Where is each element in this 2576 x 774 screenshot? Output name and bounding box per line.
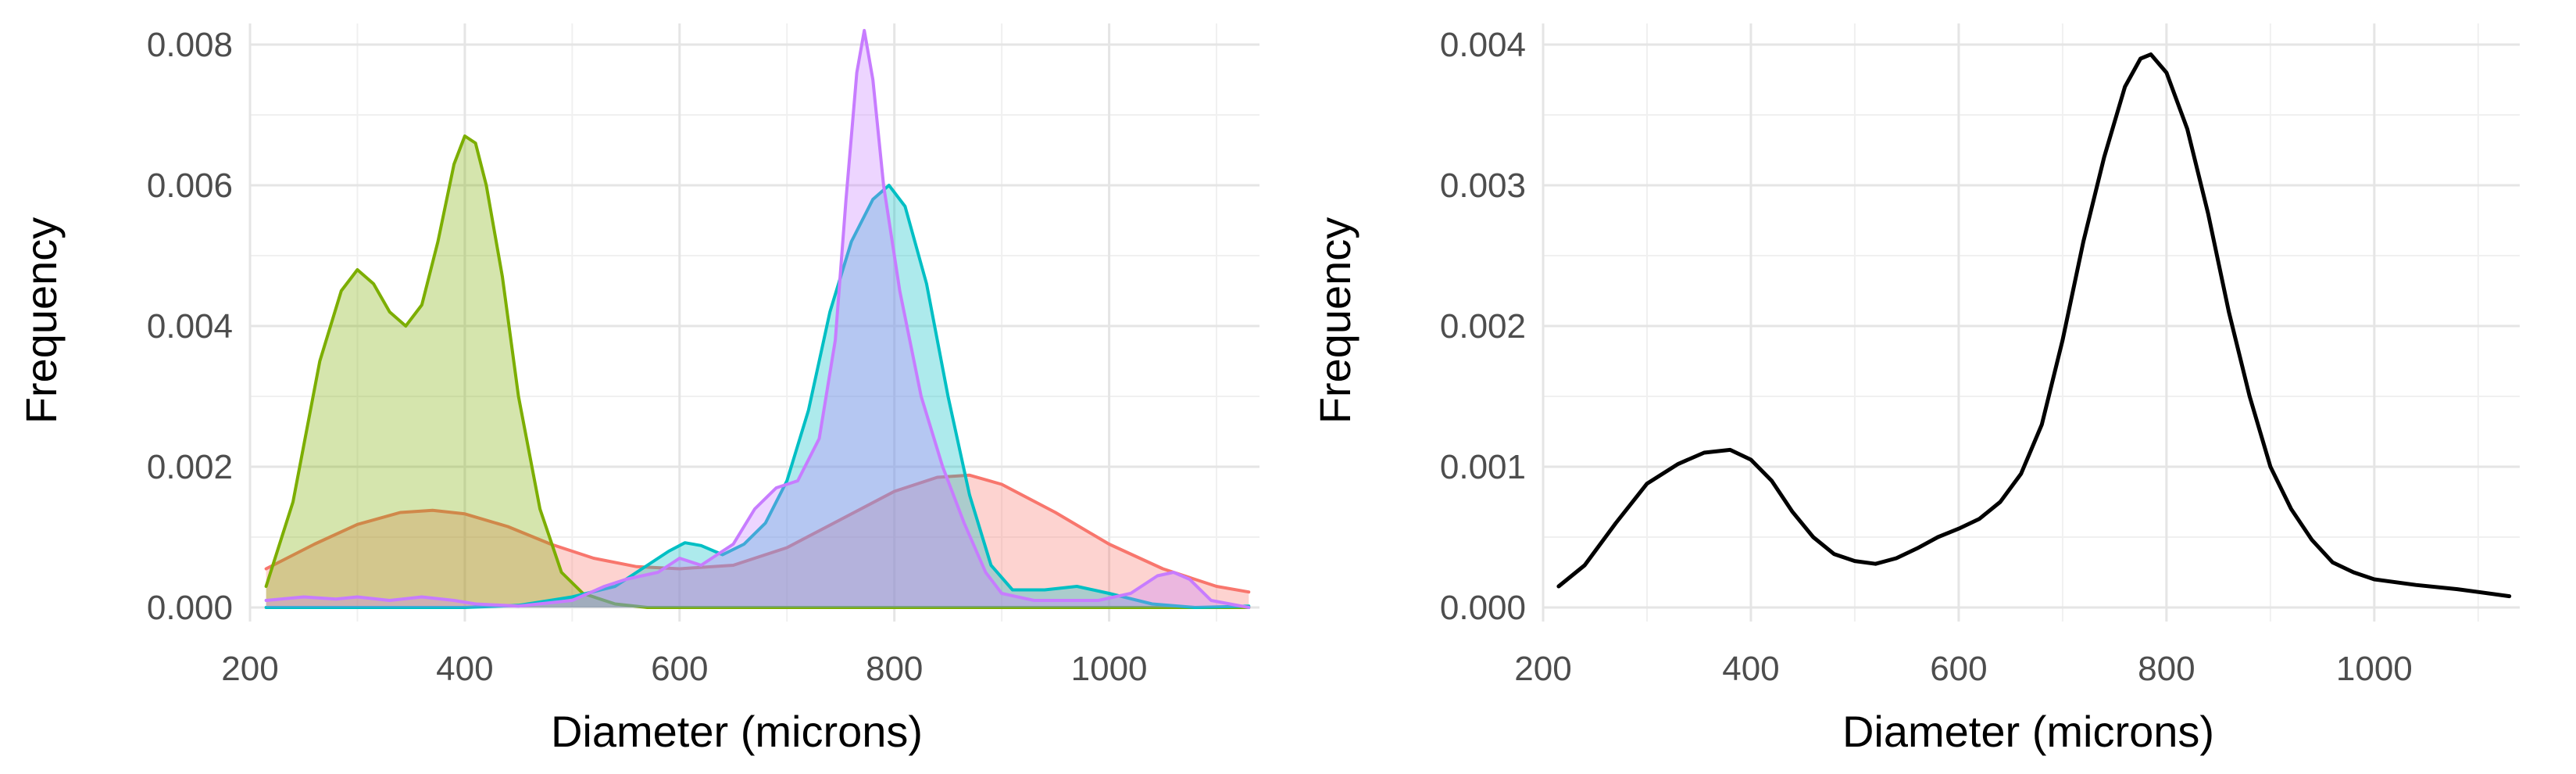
right-x-tick-label: 400	[1722, 650, 1779, 688]
left-y-tick-label: 0.000	[147, 589, 233, 627]
right-x-tick-label: 1000	[2336, 650, 2413, 688]
left-y-tick-label: 0.006	[147, 167, 233, 205]
left-y-tick-labels: 0.000 0.002 0.004 0.006 0.008	[147, 26, 233, 627]
left-gridlines	[248, 23, 1259, 622]
left-y-tick-label: 0.008	[147, 26, 233, 64]
right-y-tick-label: 0.001	[1440, 448, 1526, 486]
right-series-line-1	[1556, 52, 2512, 599]
left-series-layer	[264, 29, 1251, 609]
left-x-tick-label: 1000	[1071, 650, 1148, 688]
right-y-tick-label: 0.003	[1440, 167, 1526, 205]
right-series-layer	[1556, 52, 2512, 599]
right-x-tick-labels: 200 400 600 800 1000	[1514, 650, 2412, 688]
left-x-tick-label: 400	[436, 650, 493, 688]
left-series-area-2	[266, 136, 1249, 607]
left-series-line-1	[264, 473, 1251, 594]
left-x-tick-label: 200	[221, 650, 278, 688]
right-y-tick-labels: 0.000 0.001 0.002 0.003 0.004	[1440, 26, 1526, 627]
right-y-tick-label: 0.000	[1440, 589, 1526, 627]
left-y-axis-title: Frequency	[16, 217, 66, 425]
left-x-tick-label: 600	[651, 650, 708, 688]
left-chart-panel: 200 400 600 800 1000 0.0000.0020.0040.0060.0…	[16, 23, 1259, 756]
left-y-tick-label: 0.004	[147, 307, 233, 346]
left-series-line-4	[264, 29, 1251, 609]
right-y-tick-label: 0.004	[1440, 26, 1526, 64]
left-series-area-1	[266, 475, 1249, 607]
left-series-line-2	[264, 134, 1251, 609]
right-chart-panel: 200 400 600 800 1000 0.0000.0010.0020.0030.0…	[1310, 23, 2520, 756]
right-y-tick-label: 0.002	[1440, 307, 1526, 346]
left-x-tick-label: 800	[866, 650, 923, 688]
left-x-axis-title: Diameter (microns)	[551, 707, 923, 756]
right-gridlines	[1542, 23, 2520, 622]
right-x-tick-label: 600	[1930, 650, 1987, 688]
right-x-tick-label: 800	[2138, 650, 2195, 688]
right-x-axis-title: Diameter (microns)	[1842, 707, 2214, 756]
left-x-tick-labels: 200 400 600 800 1000	[221, 650, 1147, 688]
right-y-axis-title: Frequency	[1310, 217, 1359, 425]
left-y-tick-label: 0.002	[147, 448, 233, 486]
left-series-line-3	[264, 184, 1251, 609]
right-x-tick-label: 200	[1514, 650, 1571, 688]
